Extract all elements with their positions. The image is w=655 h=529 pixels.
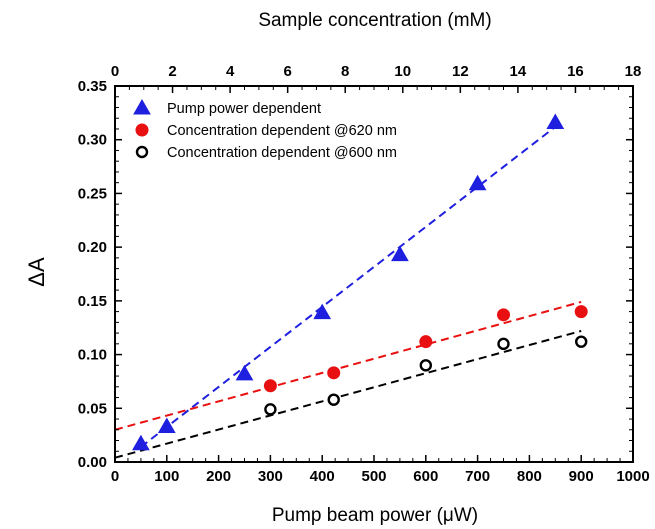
x2-tick-label: 8	[341, 63, 349, 80]
x-tick-label: 200	[206, 468, 231, 485]
legend-label-1: Pump power dependent	[167, 101, 321, 117]
fit-line-1	[140, 126, 556, 448]
bottom-axis-title: Pump beam power (μW)	[272, 505, 478, 526]
x-tick-label: 1000	[616, 468, 649, 485]
data-point-series-1	[468, 174, 487, 191]
y-tick-label: 0.05	[78, 400, 107, 417]
x-tick-label: 100	[154, 468, 179, 485]
x2-tick-label: 4	[226, 63, 235, 80]
y-tick-label: 0.35	[78, 78, 107, 95]
x-tick-label: 0	[111, 468, 119, 485]
data-points	[132, 113, 588, 451]
data-point-series-1	[546, 113, 565, 130]
y-tick-label: 0.25	[78, 185, 107, 202]
data-point-series-3	[419, 359, 432, 372]
data-point-series-2	[263, 379, 277, 393]
data-point-series-1	[313, 303, 332, 320]
x2-tick-label: 16	[567, 63, 584, 80]
fit-line-2	[114, 300, 582, 431]
data-point-series-1	[391, 245, 409, 262]
x2-tick-label: 0	[111, 63, 119, 80]
top-axis-title: Sample concentration (mM)	[258, 10, 491, 31]
data-point-series-3	[575, 335, 588, 348]
x-tick-label: 400	[310, 468, 335, 485]
data-point-series-2	[574, 305, 588, 319]
data-point-series-2	[327, 366, 341, 380]
y-axis-title: ΔA	[24, 257, 49, 287]
x2-tick-label: 18	[625, 63, 642, 80]
x-tick-label: 600	[413, 468, 438, 485]
fit-line-3	[114, 329, 582, 459]
axis-ticks	[114, 85, 634, 463]
legend-marker-2	[135, 123, 149, 137]
legend-marker-3	[135, 145, 149, 159]
x2-tick-label: 2	[168, 63, 176, 80]
x-tick-label: 800	[517, 468, 542, 485]
y-tick-label: 0.10	[78, 347, 107, 364]
legend-label-2: Concentration dependent @620 nm	[167, 123, 397, 139]
fit-lines	[114, 126, 582, 459]
data-point-series-3	[327, 393, 340, 406]
data-point-series-2	[497, 308, 510, 322]
legend-label-3: Concentration dependent @600 nm	[167, 145, 397, 161]
legend-marker-1	[133, 98, 151, 115]
y-tick-label: 0.30	[78, 132, 107, 149]
y-tick-label: 0.20	[78, 239, 107, 256]
y-tick-label: 0.00	[78, 454, 107, 471]
data-point-series-1	[157, 417, 176, 434]
data-point-series-2	[419, 335, 433, 349]
x-tick-label: 900	[569, 468, 594, 485]
plot-frame	[114, 85, 634, 463]
x2-tick-label: 14	[510, 63, 527, 80]
x2-tick-label: 10	[394, 63, 411, 80]
data-point-series-3	[264, 403, 277, 416]
tick-labels: 0 100 200 300 400 500 600 700 800 900 1000 0 2 4 6 8 10 1…	[78, 63, 650, 485]
data-point-series-1	[132, 434, 150, 451]
x2-tick-label: 6	[283, 63, 291, 80]
data-point-series-3	[497, 337, 510, 351]
x2-tick-label: 12	[452, 63, 469, 80]
y-tick-label: 0.15	[78, 293, 107, 310]
axes	[114, 85, 634, 463]
x-tick-label: 700	[465, 468, 490, 485]
x-tick-label: 500	[361, 468, 386, 485]
x-tick-label: 300	[258, 468, 283, 485]
data-point-series-1	[235, 364, 254, 381]
legend: Pump power dependent Concentration depend…	[133, 98, 397, 161]
